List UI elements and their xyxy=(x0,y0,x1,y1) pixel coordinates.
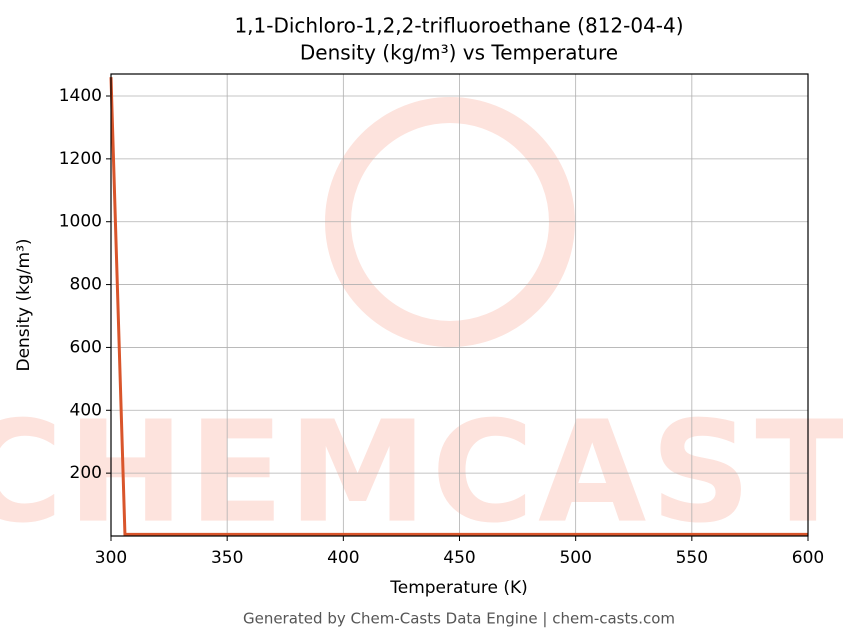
y-tick-label: 1000 xyxy=(59,212,102,232)
y-tick-label: 1200 xyxy=(59,149,102,169)
plot-frame xyxy=(110,73,809,537)
y-tick-label: 600 xyxy=(70,337,102,357)
y-tick-label: 200 xyxy=(70,463,102,483)
x-tick-label: 600 xyxy=(792,548,824,568)
footer: Generated by Chem-Casts Data Engine | ch… xyxy=(243,610,675,628)
x-tick-label: 450 xyxy=(443,548,475,568)
x-tick-label: 300 xyxy=(95,548,127,568)
x-tick-label: 400 xyxy=(327,548,359,568)
data-line xyxy=(109,77,808,536)
y-axis-label: Density (kg/m³) xyxy=(14,238,34,371)
y-tick-label: 800 xyxy=(70,275,102,295)
x-tick-label: 550 xyxy=(676,548,708,568)
chart-title: 1,1-Dichloro-1,2,2-trifluoroethane (812-… xyxy=(234,14,683,38)
x-tick-label: 350 xyxy=(211,548,243,568)
x-tick-label: 500 xyxy=(559,548,591,568)
y-tick-label: 400 xyxy=(70,400,102,420)
y-tick-label: 1400 xyxy=(59,86,102,106)
chart-subtitle: Density (kg/m³) vs Temperature xyxy=(300,41,618,65)
x-axis-label: Temperature (K) xyxy=(389,578,528,598)
